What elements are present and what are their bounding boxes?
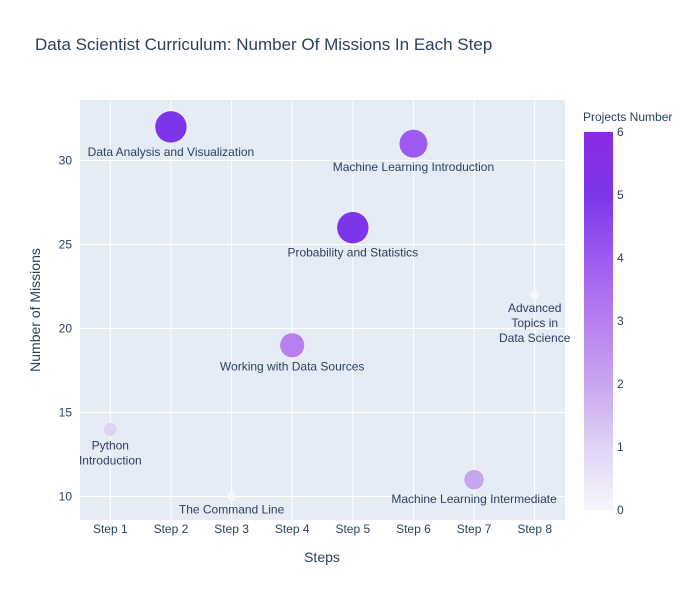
bubble-marker [463,469,485,491]
x-tick-label: Step 6 [396,522,431,536]
bubble-label: Probability and Statistics [287,246,418,260]
bubble-marker [279,332,305,358]
x-tick-label: Step 7 [457,522,492,536]
bubble-marker [102,421,118,437]
bubble-label: Python [92,438,129,452]
y-tick-label: 15 [59,405,73,419]
bubble-label: Data Analysis and Visualization [88,145,255,159]
bubble-markers [102,110,539,501]
bubble-label: Introduction [79,453,142,467]
bubble-label: Machine Learning Introduction [333,160,494,174]
bubble-marker [227,492,236,501]
bubble-label: Data Science [499,331,571,345]
chart-title: Data Scientist Curriculum: Number Of Mis… [35,35,492,54]
colorbar-tick-label: 5 [617,188,624,202]
bubble-label: Working with Data Sources [220,360,365,374]
grid-lines [80,100,565,520]
x-axis-title: Steps [304,549,340,565]
colorbar-tick-label: 1 [617,440,624,454]
bubble-marker [530,290,539,300]
y-tick-label: 20 [59,321,73,335]
x-tick-label: Step 8 [517,522,552,536]
x-axis-ticks: Step 1 Step 2 Step 3 Step 4 Step 5 Step 6 Step… [93,522,552,536]
bubble-marker [398,129,428,159]
bubble-marker [336,211,370,244]
x-tick-label: Step 1 [93,522,128,536]
bubble-label: Advanced [508,301,561,315]
colorbar-title: Projects Number [583,110,672,124]
colorbar-tick-label: 0 [617,503,624,517]
x-tick-label: Step 5 [335,522,370,536]
colorbar: Projects Number 0 1 2 3 4 5 6 [583,110,672,517]
y-axis-ticks: 10 15 20 25 30 [59,153,73,503]
y-tick-label: 30 [59,153,73,167]
x-tick-label: Step 3 [214,522,249,536]
colorbar-tick-label: 2 [617,377,624,391]
y-tick-label: 25 [59,237,73,251]
plot-area [80,100,565,520]
y-tick-label: 10 [59,489,73,503]
bubble-label: Machine Learning Intermediate [391,492,557,506]
bubble-label: Topics in [511,316,558,330]
bubble-label: The Command Line [179,502,285,516]
x-tick-label: Step 2 [154,522,189,536]
bubble-marker [154,110,188,144]
colorbar-tick-label: 3 [617,314,624,328]
colorbar-tick-label: 6 [617,125,624,139]
x-tick-label: Step 4 [275,522,310,536]
colorbar-ticks: 0 1 2 3 4 5 6 [617,125,624,517]
y-axis-title: Number of Missions [27,248,43,372]
colorbar-gradient [584,132,613,510]
colorbar-tick-label: 4 [617,251,624,265]
